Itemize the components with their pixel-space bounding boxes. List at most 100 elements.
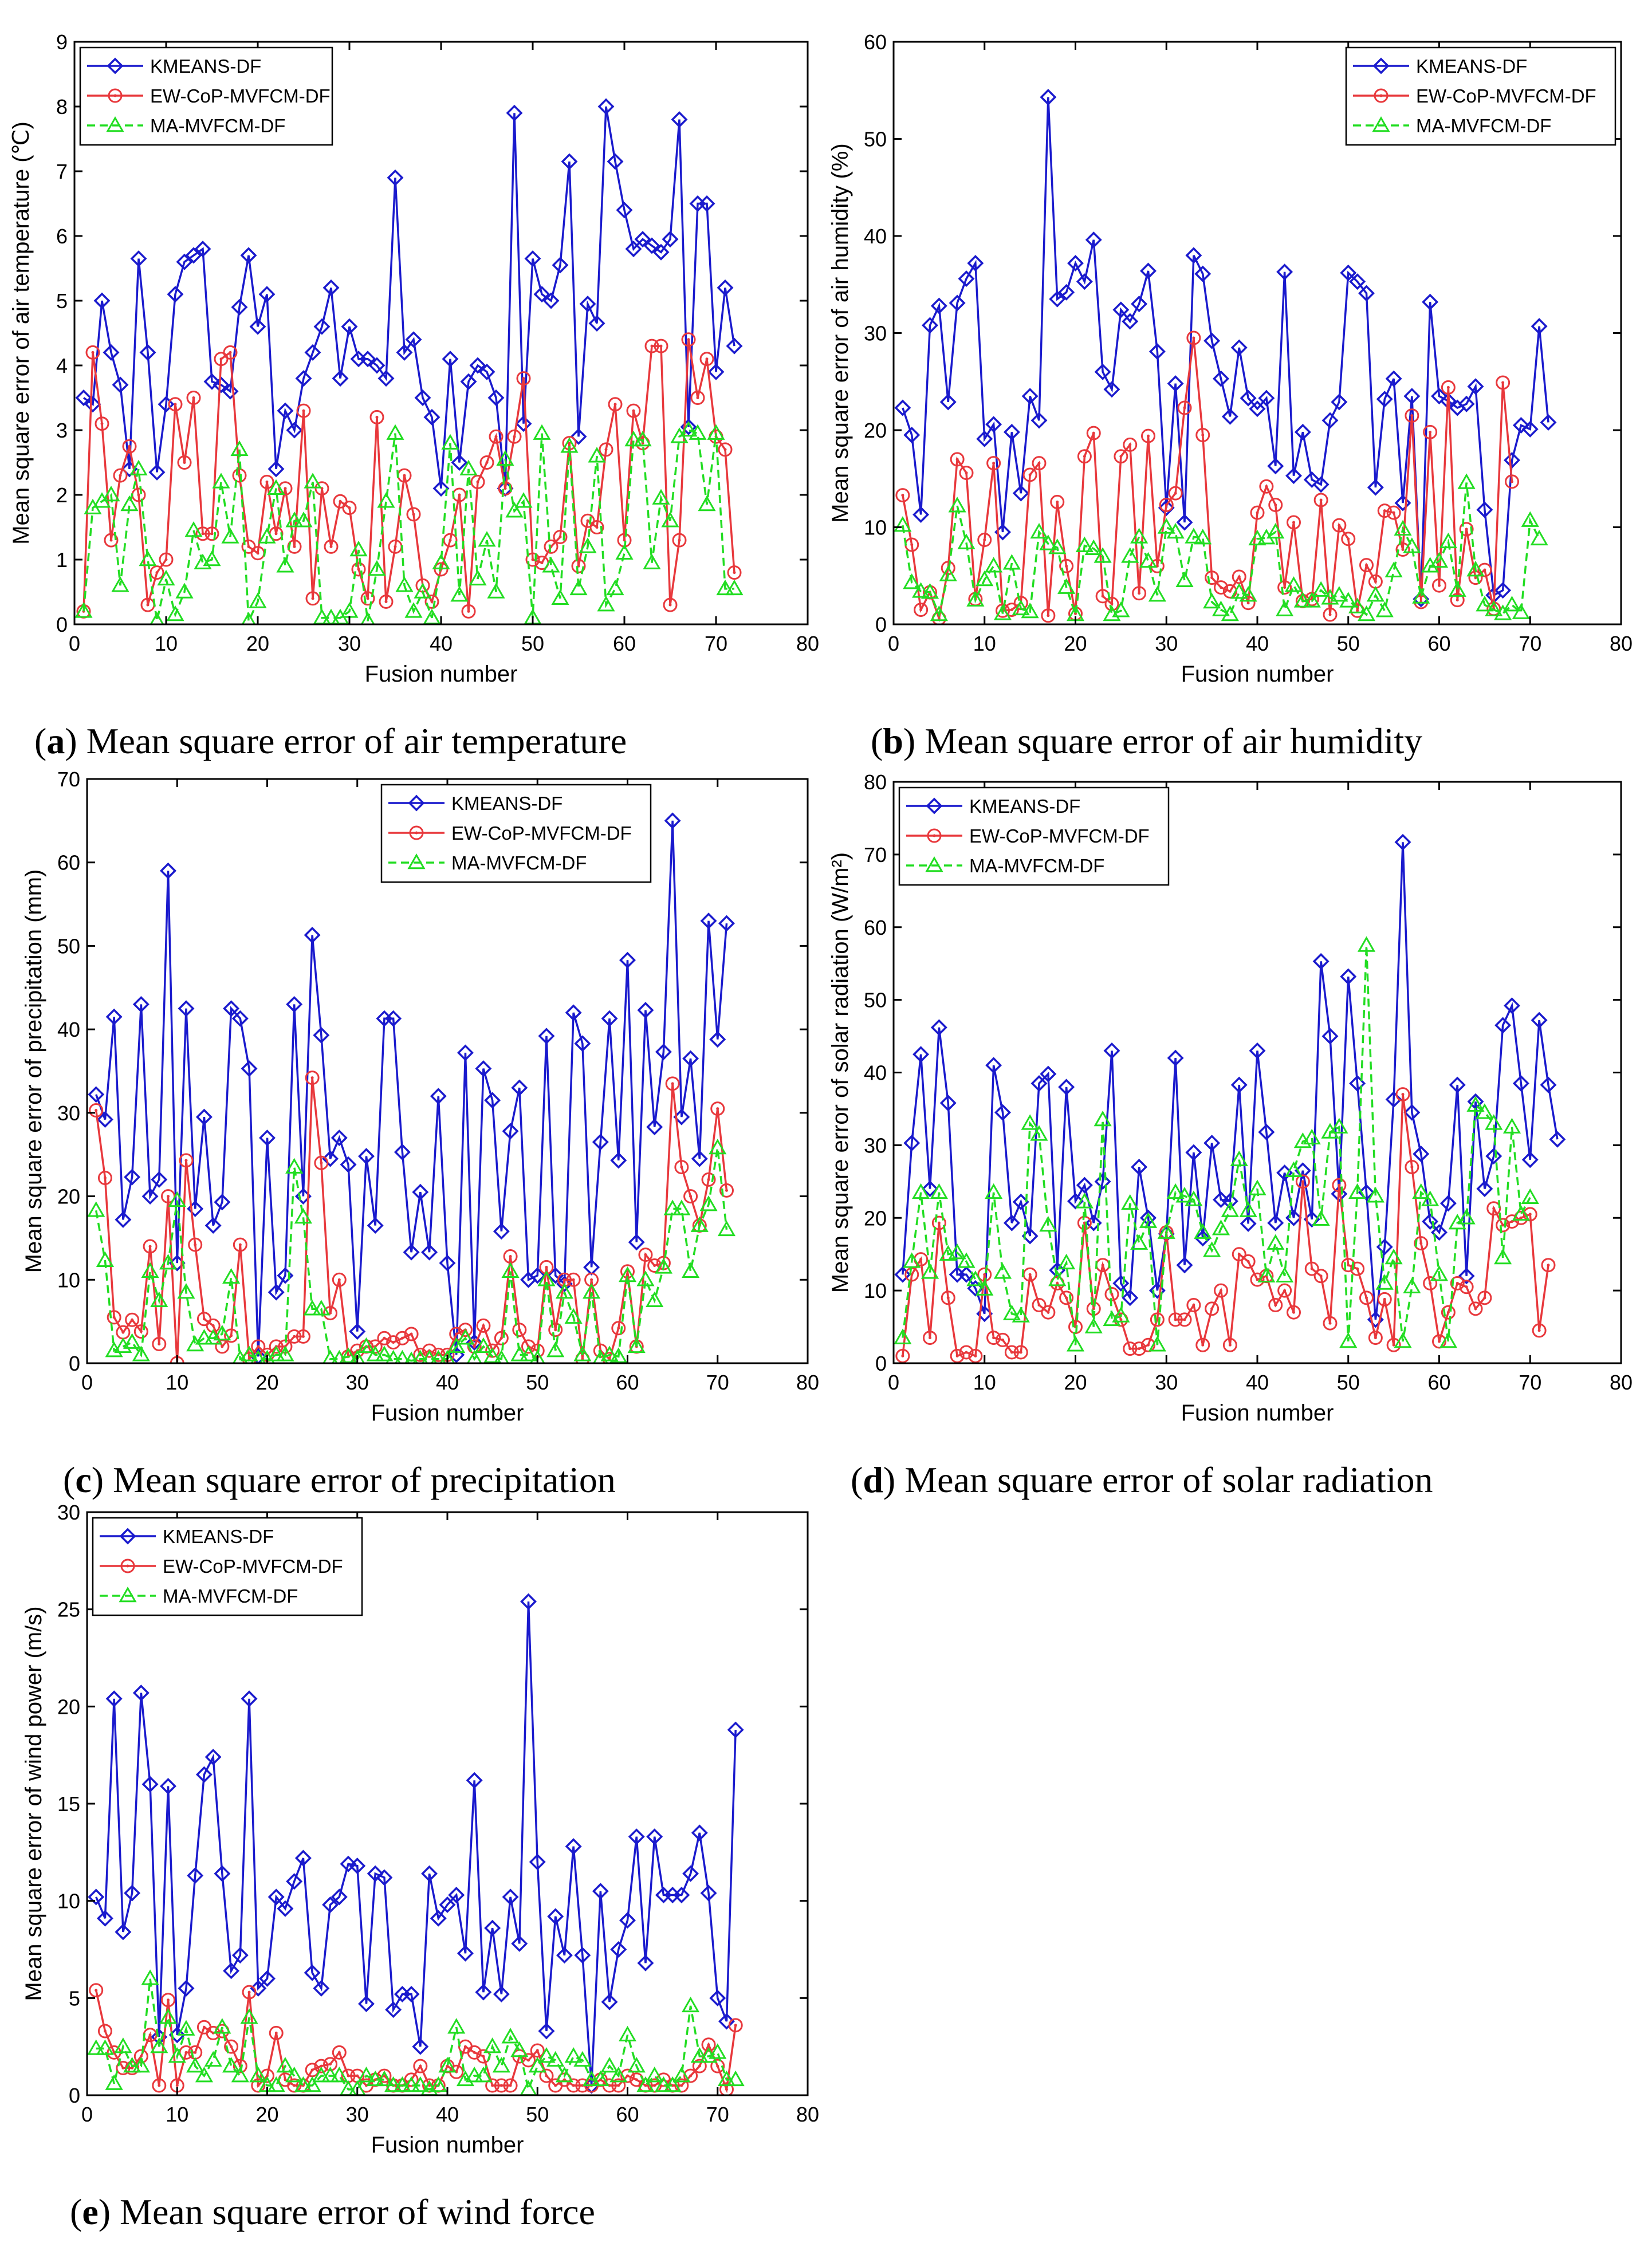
data-point-ma-61: [627, 1337, 646, 1353]
data-point-kmeans-16: [213, 376, 230, 393]
data-point-ma-14: [1012, 599, 1030, 616]
x-tick-label: 0: [81, 1371, 93, 1394]
data-point-ew-28: [324, 539, 339, 554]
data-point-ma-21: [267, 1345, 285, 1361]
data-point-ma-63: [1457, 1209, 1476, 1225]
data-point-kmeans-50: [1340, 264, 1357, 281]
data-point-kmeans-30: [349, 1858, 366, 1875]
data-point-kmeans-11: [985, 1057, 1002, 1074]
data-point-ma-71: [1530, 529, 1548, 546]
data-point-kmeans-63: [1458, 395, 1475, 412]
y-tick-label: 0: [69, 2084, 80, 2107]
data-point-kmeans-61: [1439, 1195, 1457, 1212]
data-point-kmeans-11: [178, 1000, 195, 1017]
data-point-ma-20: [1066, 1336, 1085, 1352]
y-tick-label: 70: [864, 843, 887, 867]
data-point-ew-30: [1159, 498, 1174, 513]
data-point-kmeans-3: [105, 1008, 123, 1025]
y-tick-label: 0: [69, 1352, 80, 1375]
data-point-kmeans-32: [1176, 514, 1193, 531]
data-point-ma-45: [483, 2037, 502, 2053]
x-axis-label: Fusion number: [1181, 662, 1334, 687]
data-point-kmeans-12: [187, 1867, 204, 1884]
data-point-ew-45: [479, 455, 494, 470]
data-point-ew-42: [1268, 498, 1283, 513]
data-point-ma-63: [646, 1291, 664, 1307]
data-point-ew-6: [122, 439, 137, 454]
data-point-kmeans-15: [214, 1865, 231, 1882]
data-point-kmeans-46: [487, 389, 505, 406]
data-point-kmeans-69: [700, 1884, 717, 1902]
data-point-kmeans-18: [231, 298, 248, 316]
data-point-ma-33: [375, 1345, 394, 1361]
data-point-ma-19: [241, 612, 256, 624]
data-point-ew-49: [1332, 518, 1347, 533]
data-point-kmeans-69: [1512, 417, 1529, 434]
data-point-ma-37: [1221, 1201, 1239, 1217]
data-point-ew-36: [404, 1327, 419, 1341]
data-point-kmeans-26: [313, 1026, 330, 1044]
data-point-ew-68: [690, 391, 705, 405]
data-point-ew-44: [476, 1318, 491, 1333]
data-point-kmeans-9: [967, 254, 984, 271]
data-point-kmeans-48: [511, 1079, 528, 1096]
data-point-ew-25: [296, 403, 311, 418]
data-point-ma-43: [1276, 1266, 1294, 1282]
panel-caption: (c) Mean square error of precipitation: [63, 1459, 616, 1500]
data-point-ew-35: [1205, 1301, 1220, 1316]
data-point-ma-29: [1148, 586, 1166, 602]
data-point-ma-44: [474, 2067, 493, 2083]
data-point-ew-66: [674, 2078, 689, 2093]
data-point-ma-59: [609, 2067, 628, 2083]
data-point-ew-28: [332, 1272, 347, 1287]
data-point-ma-20: [249, 592, 267, 608]
data-point-kmeans-2: [96, 1910, 113, 1927]
data-point-ew-3: [95, 416, 109, 431]
data-point-ma-18: [240, 1345, 258, 1361]
data-point-ma-71: [717, 1220, 736, 1237]
y-tick-label: 30: [864, 322, 887, 345]
data-point-ma-12: [186, 2057, 204, 2073]
data-point-ew-10: [159, 552, 174, 567]
data-point-ew-38: [1232, 1247, 1246, 1262]
data-point-ew-66: [1486, 1201, 1501, 1216]
data-point-kmeans-14: [204, 1749, 222, 1766]
data-point-ew-34: [379, 594, 394, 609]
data-point-ew-47: [1313, 493, 1328, 507]
data-point-ma-37: [404, 602, 423, 618]
data-point-kmeans-15: [1021, 388, 1039, 405]
data-point-ma-32: [1175, 571, 1194, 587]
data-point-kmeans-55: [1385, 1091, 1402, 1108]
data-point-kmeans-28: [322, 279, 340, 296]
data-point-ma-11: [985, 557, 1003, 573]
data-point-ma-25: [303, 1300, 321, 1316]
x-tick-label: 40: [1246, 632, 1269, 655]
data-point-kmeans-30: [341, 318, 358, 335]
data-point-ma-54: [1375, 601, 1394, 617]
data-point-kmeans-37: [412, 2038, 429, 2055]
data-point-kmeans-40: [432, 480, 450, 497]
data-point-ma-40: [432, 553, 450, 569]
series-kmeans: [75, 98, 743, 497]
legend-label: KMEANS-DF: [451, 793, 563, 814]
y-tick-label: 15: [57, 1792, 80, 1816]
data-point-ew-61: [626, 403, 641, 418]
data-point-ma-71: [716, 579, 734, 596]
data-point-ew-21: [1077, 449, 1092, 464]
data-point-kmeans-58: [601, 1010, 618, 1027]
data-point-kmeans-57: [588, 315, 605, 332]
legend-label: MA-MVFCM-DF: [163, 1585, 298, 1607]
data-point-ma-52: [1357, 605, 1376, 621]
data-point-kmeans-52: [547, 1908, 564, 1925]
data-point-kmeans-70: [707, 363, 725, 380]
data-point-ma-38: [1230, 583, 1248, 599]
data-point-ma-47: [1312, 581, 1330, 597]
data-point-ew-59: [611, 2078, 626, 2093]
data-point-ma-15: [1021, 1114, 1039, 1130]
data-point-ew-17: [223, 345, 238, 360]
data-point-ew-1: [89, 1983, 104, 1998]
series-line-ma: [902, 482, 1540, 618]
data-point-kmeans-10: [976, 430, 993, 447]
data-point-ma-64: [1466, 561, 1485, 577]
data-point-ma-14: [1012, 1307, 1030, 1323]
